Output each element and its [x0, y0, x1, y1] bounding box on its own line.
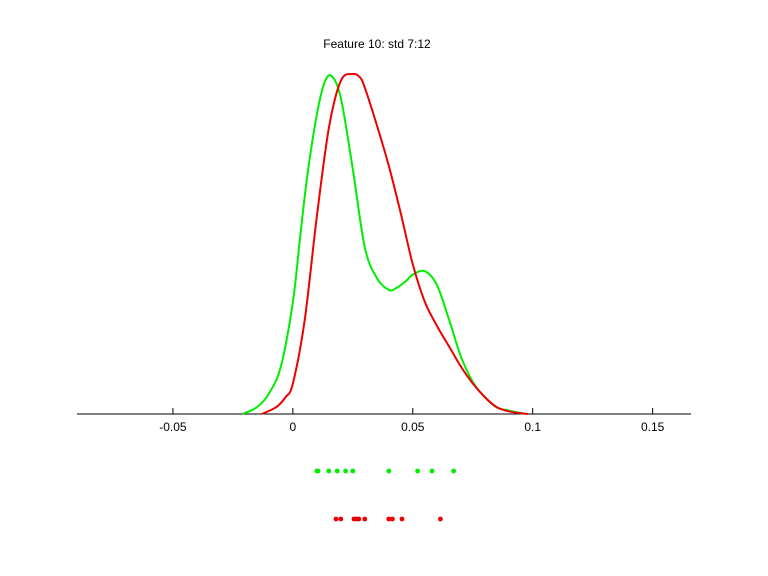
density-curve-green: [242, 74, 529, 415]
rug-point-red: [362, 516, 368, 522]
rug-point-green: [415, 468, 420, 474]
rug-point-green: [350, 468, 356, 474]
x-tick-label: 0.1: [524, 420, 541, 434]
rug-point-red: [438, 516, 443, 522]
x-axis-ticks: -0.05 0 0.05 0.1 0.15: [159, 408, 665, 434]
rug-point-red: [333, 516, 339, 522]
rug-point-green: [326, 468, 332, 474]
rug-point-green: [429, 468, 435, 474]
rug-point-red: [386, 516, 392, 522]
x-tick-label: 0.05: [401, 420, 425, 434]
density-curves: [242, 72, 529, 415]
rug-point-green: [386, 468, 392, 474]
rug-point-red: [338, 516, 344, 522]
x-tick-label: 0: [290, 420, 297, 434]
rug-point-red: [356, 516, 362, 522]
rug-point-red: [390, 516, 395, 522]
x-tick-label: 0.15: [641, 420, 665, 434]
chart-title: Feature 10: std 7:12: [323, 37, 431, 51]
x-tick-label: -0.05: [159, 420, 187, 434]
density-curve-red: [261, 72, 528, 415]
rug-points: [314, 468, 456, 522]
rug-point-green: [343, 468, 348, 474]
rug-point-green: [315, 468, 321, 474]
rug-point-red: [399, 516, 405, 522]
rug-point-green: [334, 468, 340, 474]
rug-point-green: [451, 468, 456, 474]
